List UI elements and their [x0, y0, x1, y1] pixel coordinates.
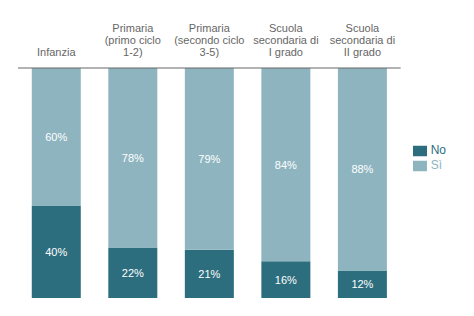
svg-text:22%: 22% — [122, 267, 144, 279]
svg-text:60%: 60% — [45, 131, 67, 143]
svg-text:40%: 40% — [45, 246, 67, 258]
svg-text:16%: 16% — [275, 274, 297, 286]
html-text:No: No — [430, 143, 446, 158]
svg-text:Infanzia: Infanzia — [37, 46, 76, 58]
svg-text:Primaria(secondo ciclo3-5): Primaria(secondo ciclo3-5) — [174, 22, 244, 58]
svg-text:78%: 78% — [122, 152, 144, 164]
svg-text:Scuolasecondaria diII grado: Scuolasecondaria diII grado — [330, 22, 395, 58]
svg-text:Scuolasecondaria diI grado: Scuolasecondaria diI grado — [253, 22, 318, 58]
svg-text:12%: 12% — [351, 278, 373, 290]
svg-text:21%: 21% — [198, 268, 220, 280]
svg-text:79%: 79% — [198, 153, 220, 165]
svg-text:84%: 84% — [275, 159, 297, 171]
svg-text:88%: 88% — [351, 163, 373, 175]
html-text:Sì: Sì — [430, 158, 442, 172]
svg-text:Primaria(primo ciclo1-2): Primaria(primo ciclo1-2) — [105, 22, 161, 58]
